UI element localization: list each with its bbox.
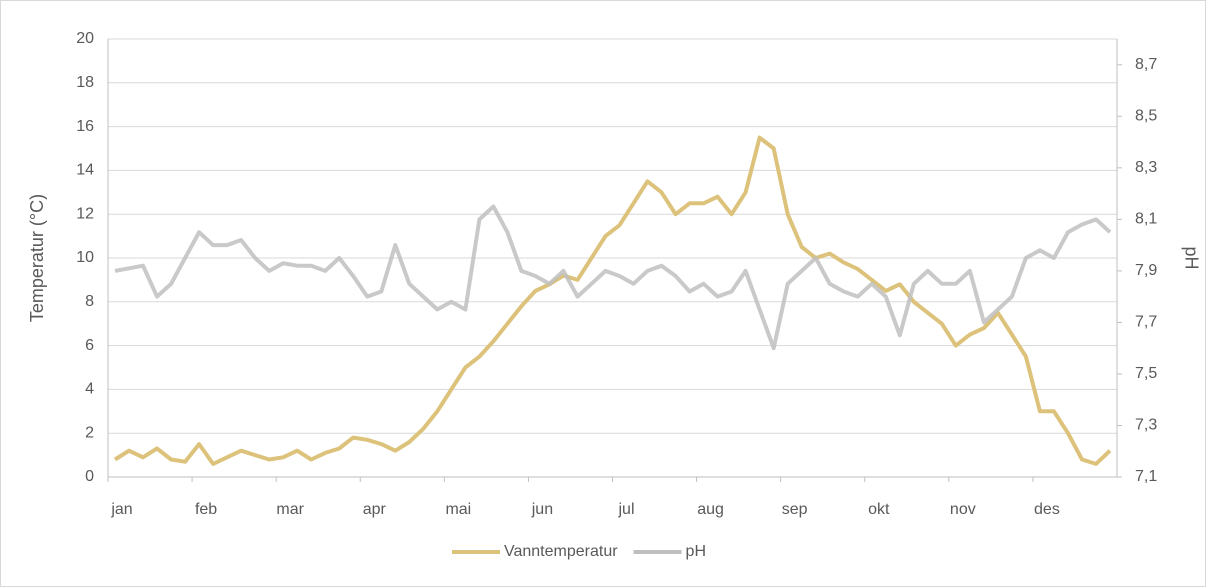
- x-tick-label: apr: [363, 501, 387, 518]
- y2-tick-label: 7,5: [1135, 365, 1157, 382]
- y-tick-label: 8: [85, 293, 94, 310]
- y-tick-label: 20: [76, 30, 94, 47]
- y-tick-label: 12: [76, 205, 94, 222]
- y2-tick-label: 8,3: [1135, 159, 1157, 176]
- y-tick-label: 14: [76, 162, 94, 179]
- y-axis-label: Temperatur (°C): [27, 194, 47, 322]
- series-line: [114, 204, 1112, 351]
- x-tick-label: mai: [445, 501, 471, 518]
- x-tick-label: okt: [868, 501, 890, 518]
- y2-tick-label: 8,1: [1135, 211, 1157, 228]
- x-tick-label: sep: [782, 501, 808, 518]
- legend-label: Vanntemperatur: [504, 543, 618, 560]
- legend-label: pH: [686, 543, 706, 560]
- y2-axis-label: pH: [1181, 246, 1201, 269]
- series-line: [113, 135, 1112, 466]
- x-tick-label: jun: [531, 501, 553, 518]
- y2-tick-label: 7,3: [1135, 417, 1157, 434]
- x-tick-label: des: [1034, 501, 1060, 518]
- y2-tick-label: 8,5: [1135, 108, 1157, 125]
- x-tick-label: aug: [697, 501, 724, 518]
- y-tick-label: 6: [85, 337, 94, 354]
- y2-tick-label: 8,7: [1135, 56, 1157, 73]
- x-tick-label: nov: [950, 501, 976, 518]
- y2-tick-label: 7,7: [1135, 314, 1157, 331]
- x-tick-label: jul: [617, 501, 634, 518]
- y-tick-label: 18: [76, 74, 94, 91]
- y-tick-label: 4: [85, 381, 94, 398]
- y-tick-label: 0: [85, 468, 94, 485]
- x-tick-label: feb: [195, 501, 217, 518]
- x-tick-label: mar: [276, 501, 304, 518]
- y2-tick-label: 7,9: [1135, 262, 1157, 279]
- x-tick-label: jan: [110, 501, 132, 518]
- y-tick-label: 10: [76, 249, 94, 266]
- y-tick-label: 16: [76, 118, 94, 135]
- y-tick-label: 2: [85, 424, 94, 441]
- y2-tick-label: 7,1: [1135, 468, 1157, 485]
